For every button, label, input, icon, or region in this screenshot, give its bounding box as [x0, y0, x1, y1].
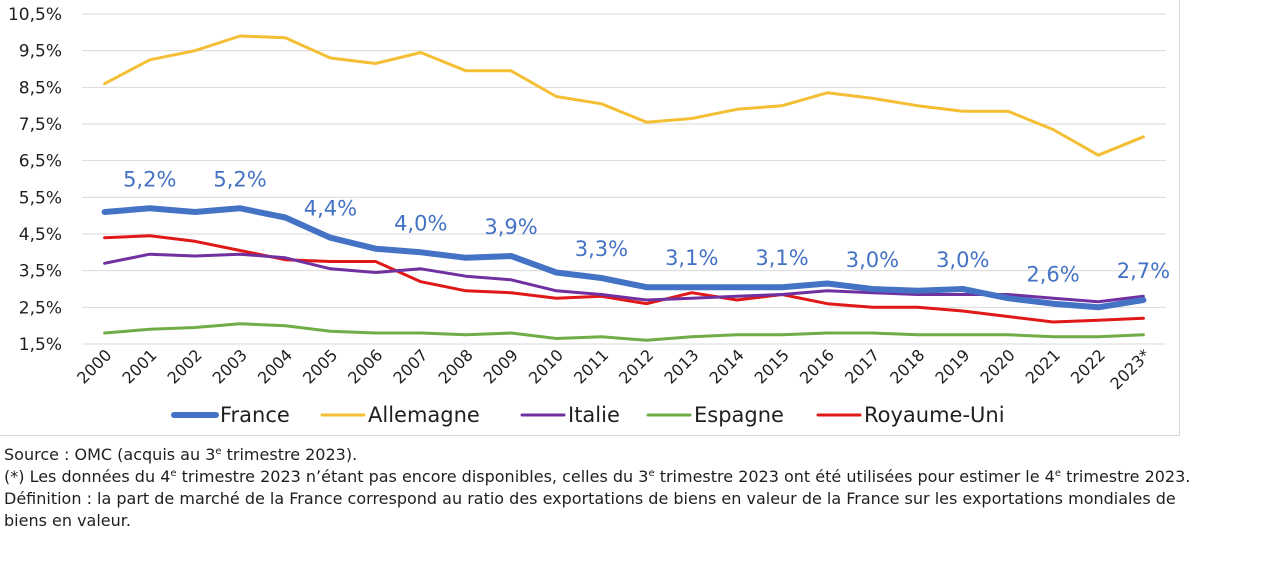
x-tick-label: 2009 — [480, 345, 522, 387]
x-tick-label: 2010 — [525, 345, 567, 387]
x-axis-ticks: 2000 2001 2002 2003 2004 2005 2006 2007 2008 2009… — [73, 345, 1154, 393]
data-label: 3,1% — [755, 246, 808, 270]
series-line-france — [101, 205, 1147, 311]
data-label: 3,0% — [846, 248, 899, 272]
legend-label-royaume-uni: Royaume-Uni — [864, 403, 1005, 427]
x-tick-label: 2014 — [706, 345, 748, 387]
data-label: 3,9% — [484, 215, 537, 239]
y-tick-label: 1,5% — [19, 335, 62, 355]
legend: France Allemagne Italie Espagne Royaume-Uni — [171, 403, 1005, 427]
x-tick-label: 2017 — [841, 345, 883, 387]
x-tick-label: 2021 — [1022, 345, 1064, 387]
series-line-allemagne — [103, 34, 1145, 157]
y-tick-label: 9,5% — [19, 42, 62, 62]
x-tick-label: 2003 — [209, 345, 251, 387]
legend-label-italie: Italie — [568, 403, 620, 427]
data-label: 3,0% — [936, 248, 989, 272]
data-label: 2,7% — [1117, 259, 1170, 283]
data-labels: 5,2% 5,2% 4,4% 4,0% 3,9% 3,3% 3,1% 3,1% 3,0% 3,0%… — [123, 167, 1170, 286]
line-chart: 1,5% 2,5% 3,5% 4,5% 5,5% 6,5% 7,5% 8,5% 9,5% 10,5… — [8, 5, 1170, 427]
y-tick-label: 10,5% — [8, 5, 62, 25]
legend-label-allemagne: Allemagne — [368, 403, 480, 427]
y-tick-label: 5,5% — [19, 188, 62, 208]
definition-note: Définition : la part de marché de la Fra… — [4, 489, 1176, 530]
y-axis-ticks: 1,5% 2,5% 3,5% 4,5% 5,5% 6,5% 7,5% 8,5% 9,5% 10,5… — [8, 5, 62, 355]
x-tick-label: 2016 — [796, 345, 838, 387]
x-tick-label: 2006 — [344, 345, 386, 387]
chart-frame — [0, 0, 1180, 436]
data-label: 3,1% — [665, 246, 718, 270]
y-tick-label: 8,5% — [19, 78, 62, 98]
x-tick-label: 2002 — [164, 345, 206, 387]
y-tick-label: 7,5% — [19, 115, 62, 135]
x-tick-label: 2022 — [1067, 345, 1109, 387]
series-line-italie — [103, 252, 1145, 304]
series-lines — [101, 34, 1147, 342]
x-tick-label: 2019 — [931, 345, 973, 387]
x-tick-label: 2007 — [389, 345, 431, 387]
data-label: 3,3% — [575, 237, 628, 261]
x-tick-label: 2013 — [660, 345, 702, 387]
y-tick-label: 3,5% — [19, 262, 62, 282]
x-tick-label: 2012 — [615, 345, 657, 387]
chart-notes: Source : OMC (acquis au 3e trimestre 202… — [4, 444, 1194, 532]
y-tick-label: 4,5% — [19, 225, 62, 245]
x-tick-label: 2015 — [751, 345, 793, 387]
legend-label-france: France — [220, 403, 290, 427]
x-tick-label: 2020 — [977, 345, 1019, 387]
y-tick-label: 2,5% — [19, 298, 62, 318]
gridlines — [82, 13, 1166, 345]
data-label: 4,4% — [304, 197, 357, 221]
x-tick-label: 2001 — [118, 345, 160, 387]
data-label: 5,2% — [123, 167, 176, 191]
x-tick-label: 2000 — [73, 345, 115, 387]
legend-label-espagne: Espagne — [694, 403, 784, 427]
y-tick-label: 6,5% — [19, 152, 62, 172]
data-label: 4,0% — [394, 211, 447, 235]
x-tick-label: 2011 — [570, 345, 612, 387]
x-tick-label: 2008 — [435, 345, 477, 387]
series-line-espagne — [103, 322, 1145, 342]
footnote: (*) Les données du 4e trimestre 2023 n’é… — [4, 467, 1191, 486]
data-label: 2,6% — [1026, 263, 1079, 287]
x-tick-label: 2018 — [886, 345, 928, 387]
x-tick-label: 2005 — [299, 345, 341, 387]
source-note: Source : OMC (acquis au 3e trimestre 202… — [4, 445, 358, 464]
x-tick-label: 2023* — [1106, 345, 1154, 393]
x-tick-label: 2004 — [254, 345, 296, 387]
data-label: 5,2% — [213, 167, 266, 191]
